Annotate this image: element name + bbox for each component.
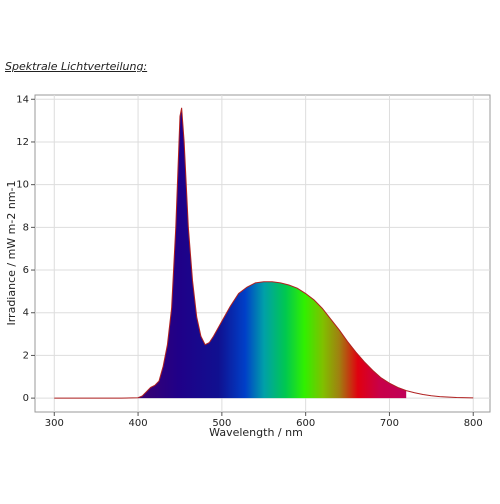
y-tick-label: 4 bbox=[23, 308, 29, 319]
x-tick-label: 800 bbox=[464, 418, 483, 429]
y-tick-label: 0 bbox=[23, 393, 29, 404]
x-tick-label: 600 bbox=[296, 418, 315, 429]
x-tick-label: 500 bbox=[212, 418, 231, 429]
x-axis-label: Wavelength / nm bbox=[209, 426, 303, 439]
y-tick-label: 10 bbox=[16, 180, 29, 191]
x-tick-label: 400 bbox=[129, 418, 148, 429]
y-tick-label: 2 bbox=[23, 350, 29, 361]
x-tick-label: 700 bbox=[380, 418, 399, 429]
y-tick-label: 6 bbox=[23, 265, 29, 276]
heading: Spektrale Lichtverteilung: bbox=[5, 60, 148, 73]
y-tick-label: 8 bbox=[23, 222, 29, 233]
spectrum-line bbox=[54, 107, 474, 399]
x-tick-label: 300 bbox=[45, 418, 64, 429]
y-tick-label: 12 bbox=[16, 137, 29, 148]
y-tick-label: 14 bbox=[16, 94, 29, 105]
spectrum-fill bbox=[138, 107, 407, 399]
y-axis-label: Irradiance / mW m-2 nm-1 bbox=[5, 180, 18, 325]
